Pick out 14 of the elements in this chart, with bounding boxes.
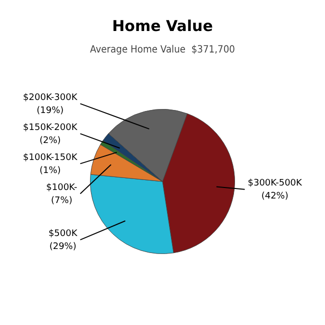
- data-label: (19%): [36, 106, 64, 116]
- slice-label: $300K-500K: [248, 178, 304, 189]
- data-label: (29%): [49, 242, 76, 252]
- slice-label: $150K-200K: [23, 123, 78, 134]
- slice-label: $100K-: [46, 183, 78, 194]
- data-label: (42%): [261, 192, 288, 202]
- chart-subtitle: Average Home Value $371,700: [90, 44, 235, 56]
- chart-title: Home Value: [112, 16, 213, 35]
- slice-label: $100K-150K: [23, 153, 78, 164]
- slice-label: $200K-300K: [23, 93, 78, 104]
- data-label: (2%): [40, 136, 61, 146]
- data-label: (1%): [40, 166, 61, 176]
- data-label: (7%): [51, 196, 72, 206]
- slice-label: $500K: [48, 229, 78, 240]
